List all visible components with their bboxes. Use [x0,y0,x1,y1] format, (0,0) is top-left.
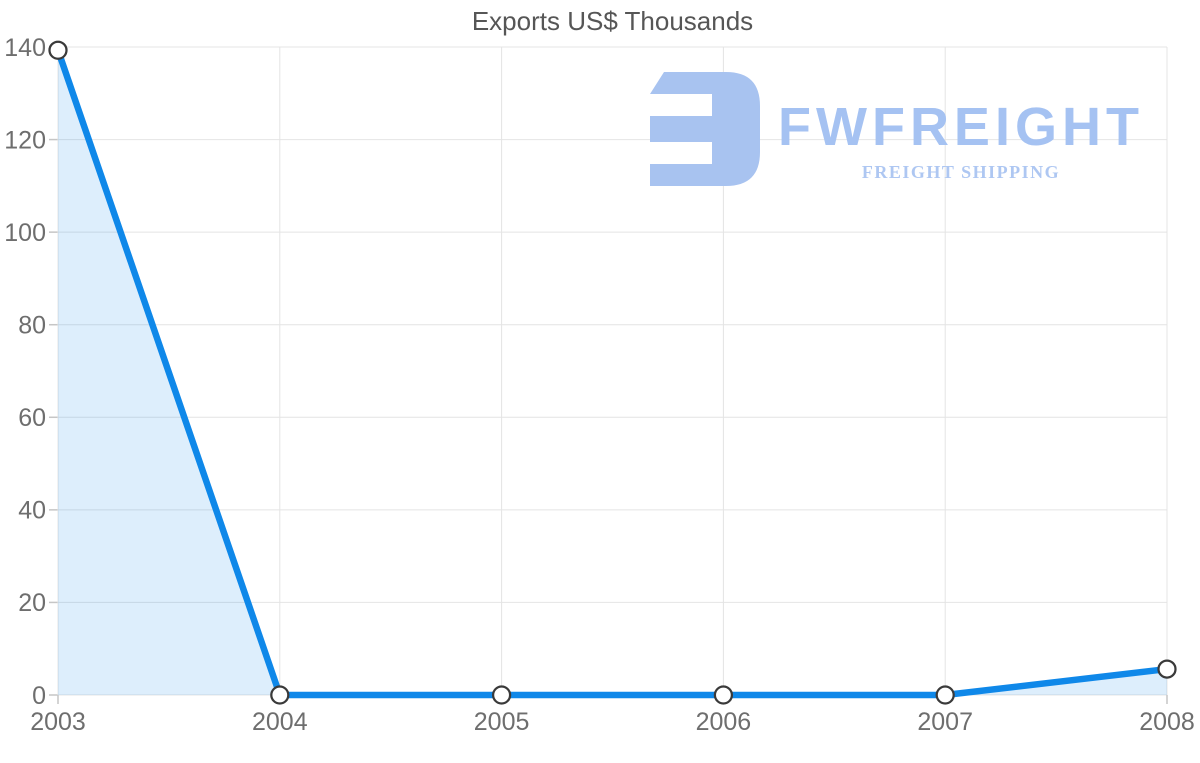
y-axis-label: 80 [18,311,46,339]
fwfreight-logo-icon [650,72,760,186]
data-point-marker[interactable] [491,685,512,705]
series-area-fill [58,50,1167,696]
y-axis-label: 0 [32,682,46,710]
data-point-marker[interactable] [1157,659,1177,679]
y-axis-label: 40 [18,497,46,525]
y-axis-label: 100 [4,219,46,247]
x-axis-label: 2003 [30,708,86,736]
fwfreight-watermark: FWFREIGHT FREIGHT SHIPPING [648,72,1144,186]
watermark-brand: FWFREIGHT [778,97,1144,157]
data-point-marker[interactable] [270,685,290,705]
x-axis-label: 2007 [917,708,973,736]
y-axis-label: 60 [18,404,46,432]
series-line [54,46,1171,699]
y-axis-label: 140 [4,34,46,62]
watermark-tagline: FREIGHT SHIPPING [861,162,1061,182]
x-axis-label: 2008 [1139,708,1195,736]
data-point-marker[interactable] [713,685,734,705]
watermark-texts: FWFREIGHT FREIGHT SHIPPING [778,100,1144,183]
data-point-marker[interactable] [935,685,955,705]
data-point-marker[interactable] [48,40,68,60]
x-axis-label: 2005 [474,708,530,736]
chart-title: Exports US$ Thousands [471,6,754,36]
x-axis-label: 2006 [696,708,752,736]
y-axis-label: 120 [4,126,46,154]
y-axis-label: 20 [18,589,46,617]
x-axis-label: 2004 [252,708,308,736]
